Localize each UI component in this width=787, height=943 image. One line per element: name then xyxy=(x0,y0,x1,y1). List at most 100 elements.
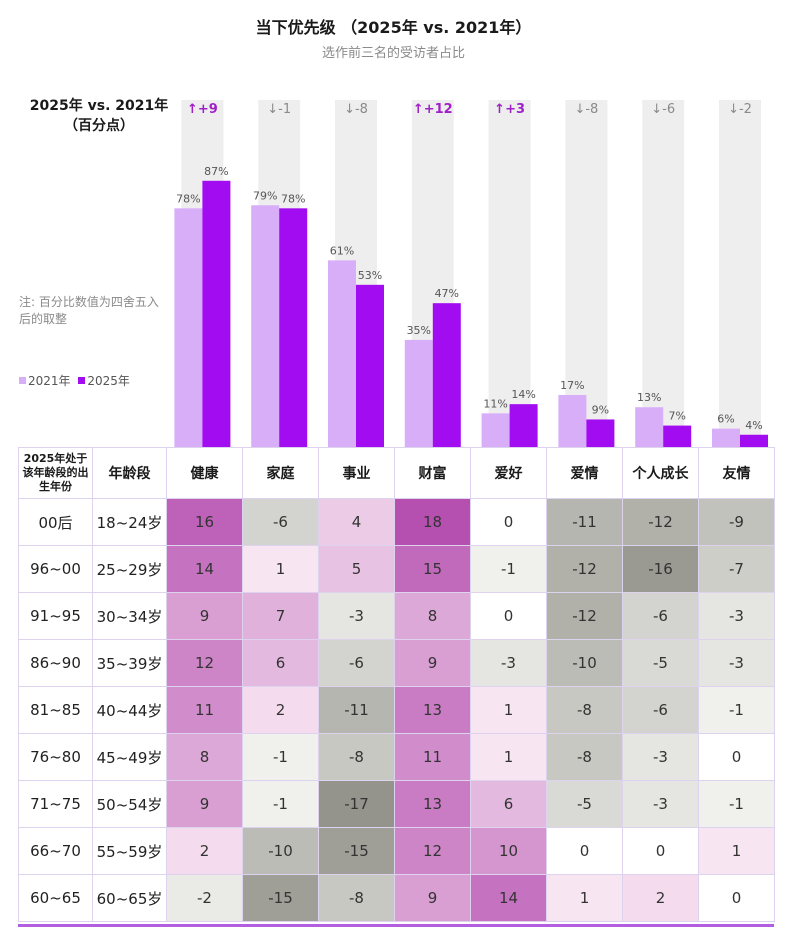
age-group-cell: 50~54岁 xyxy=(92,780,167,828)
heatmap-cell: 2 xyxy=(242,686,319,734)
heatmap-column-header-7: 友情 xyxy=(698,447,775,499)
heatmap-cell: -12 xyxy=(546,592,623,640)
bar-chart: ↑+9 78% 87% ↓-1 79% 78% ↓-8 61% 53% ↑+12 35% 47% ↑+3… xyxy=(174,100,768,447)
heatmap-row: 76~80 45~49岁 8 -1 -8 11 1 -8 -3 0 xyxy=(18,733,775,781)
birth-year-cell: 66~70 xyxy=(18,827,93,875)
heatmap-row: 86~90 35~39岁 12 6 -6 9 -3 -10 -5 -3 xyxy=(18,639,775,687)
birth-year-cell: 76~80 xyxy=(18,733,93,781)
legend-item-2021: 2021年 xyxy=(19,372,71,389)
bar-label-2025-3: 47% xyxy=(435,287,459,300)
heatmap-cell: -8 xyxy=(318,733,395,781)
change-heatmap-table: 2025年处于该年龄段的出生年份 年龄段 健康 家庭 事业 财富 爱好 爱情 个人成长 友情 … xyxy=(18,447,775,922)
heatmap-row: 91~95 30~34岁 9 7 -3 8 0 -12 -6 -3 xyxy=(18,592,775,640)
age-group-cell: 55~59岁 xyxy=(92,827,167,875)
legend: 2021年 2025年 xyxy=(19,372,134,389)
heatmap-cell: -3 xyxy=(318,592,395,640)
heatmap-cell: 18 xyxy=(394,498,471,546)
heatmap-cell: -12 xyxy=(546,545,623,593)
change-label-7: ↓-2 xyxy=(728,102,752,117)
heatmap-cell: 12 xyxy=(394,827,471,875)
change-label-6: ↓-6 xyxy=(651,102,675,117)
heatmap-cell: -15 xyxy=(242,874,319,922)
heatmap-cell: -17 xyxy=(318,780,395,828)
bar-2021-4 xyxy=(481,413,510,447)
heatmap-cell: -8 xyxy=(546,733,623,781)
bar-2021-1 xyxy=(251,205,280,447)
bar-2021-3 xyxy=(404,339,433,447)
heatmap-cell: 6 xyxy=(470,780,547,828)
change-header-line1: 2025年 vs. 2021年 xyxy=(29,98,169,114)
legend-item-2025: 2025年 xyxy=(78,372,130,389)
age-group-header: 年龄段 xyxy=(92,447,167,499)
heatmap-cell: -3 xyxy=(698,592,775,640)
bar-label-2021-1: 79% xyxy=(253,189,277,202)
bar-label-2021-5: 17% xyxy=(560,379,584,392)
bar-2025-5 xyxy=(586,419,615,447)
heatmap-cell: -11 xyxy=(546,498,623,546)
heatmap-cell: -3 xyxy=(698,639,775,687)
heatmap-cell: -15 xyxy=(318,827,395,875)
heatmap-cell: 9 xyxy=(394,639,471,687)
heatmap-cell: 9 xyxy=(166,780,243,828)
bar-2021-5 xyxy=(558,394,587,447)
heatmap-cell: -6 xyxy=(242,498,319,546)
heatmap-cell: 11 xyxy=(394,733,471,781)
heatmap-cell: 6 xyxy=(242,639,319,687)
birth-year-cell: 81~85 xyxy=(18,686,93,734)
heatmap-cell: -11 xyxy=(318,686,395,734)
bar-2021-0 xyxy=(174,208,203,447)
heatmap-cell: 14 xyxy=(470,874,547,922)
heatmap-cell: 1 xyxy=(470,733,547,781)
legend-label-2025: 2025年 xyxy=(87,374,130,388)
heatmap-cell: -5 xyxy=(546,780,623,828)
bar-label-2025-5: 9% xyxy=(592,403,609,416)
heatmap-cell: 1 xyxy=(242,545,319,593)
birth-year-cell: 91~95 xyxy=(18,592,93,640)
heatmap-cell: -3 xyxy=(470,639,547,687)
bar-2025-6 xyxy=(663,425,692,447)
bar-2025-4 xyxy=(509,404,538,447)
heatmap-cell: -12 xyxy=(622,498,699,546)
chart-title: 当下优先级 （2025年 vs. 2021年） xyxy=(255,18,532,37)
legend-label-2021: 2021年 xyxy=(28,374,71,388)
heatmap-cell: 8 xyxy=(166,733,243,781)
heatmap-cell: 12 xyxy=(166,639,243,687)
heatmap-cell: 1 xyxy=(698,827,775,875)
heatmap-cell: -16 xyxy=(622,545,699,593)
change-label-1: ↓-1 xyxy=(267,102,291,117)
bar-label-2025-7: 4% xyxy=(745,419,762,432)
heatmap-cell: 15 xyxy=(394,545,471,593)
change-label-4: ↑+3 xyxy=(494,102,525,117)
change-header-line2: （百分点） xyxy=(64,118,134,134)
heatmap-cell: 5 xyxy=(318,545,395,593)
heatmap-row: 71~75 50~54岁 9 -1 -17 13 6 -5 -3 -1 xyxy=(18,780,775,828)
heatmap-cell: 2 xyxy=(622,874,699,922)
heatmap-header-row: 2025年处于该年龄段的出生年份 年龄段 健康 家庭 事业 财富 爱好 爱情 个人成长 友情 xyxy=(18,447,775,499)
bar-2025-7 xyxy=(740,434,768,447)
age-group-cell: 40~44岁 xyxy=(92,686,167,734)
bar-label-2021-4: 11% xyxy=(483,397,507,410)
heatmap-cell: -8 xyxy=(546,686,623,734)
birth-year-cell: 60~65 xyxy=(18,874,93,922)
bar-label-2021-7: 6% xyxy=(717,413,734,426)
heatmap-cell: -8 xyxy=(318,874,395,922)
birth-year-header: 2025年处于该年龄段的出生年份 xyxy=(18,447,93,499)
bar-label-2025-6: 7% xyxy=(668,410,685,423)
heatmap-cell: 14 xyxy=(166,545,243,593)
bar-label-2021-0: 78% xyxy=(176,192,200,205)
change-label-0: ↑+9 xyxy=(187,102,218,117)
column-background-6 xyxy=(642,100,685,447)
heatmap-cell: -1 xyxy=(470,545,547,593)
heatmap-cell: 1 xyxy=(470,686,547,734)
heatmap-cell: 7 xyxy=(242,592,319,640)
heatmap-cell: 0 xyxy=(470,498,547,546)
heatmap-column-header-1: 家庭 xyxy=(242,447,319,499)
heatmap-cell: -1 xyxy=(698,780,775,828)
heatmap-cell: -10 xyxy=(546,639,623,687)
bar-2021-2 xyxy=(328,260,356,447)
legend-swatch-2021 xyxy=(19,377,26,384)
heatmap-cell: 0 xyxy=(698,733,775,781)
heatmap-cell: 1 xyxy=(546,874,623,922)
change-label-5: ↓-8 xyxy=(574,102,598,117)
age-group-cell: 35~39岁 xyxy=(92,639,167,687)
